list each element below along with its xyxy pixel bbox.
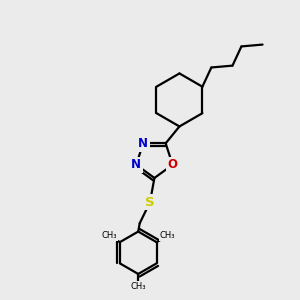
- Text: CH₃: CH₃: [130, 282, 146, 291]
- Text: N: N: [131, 158, 141, 171]
- Text: N: N: [138, 137, 148, 150]
- Text: CH₃: CH₃: [101, 232, 117, 241]
- Text: CH₃: CH₃: [160, 232, 175, 241]
- Text: O: O: [168, 158, 178, 171]
- Text: S: S: [145, 196, 155, 208]
